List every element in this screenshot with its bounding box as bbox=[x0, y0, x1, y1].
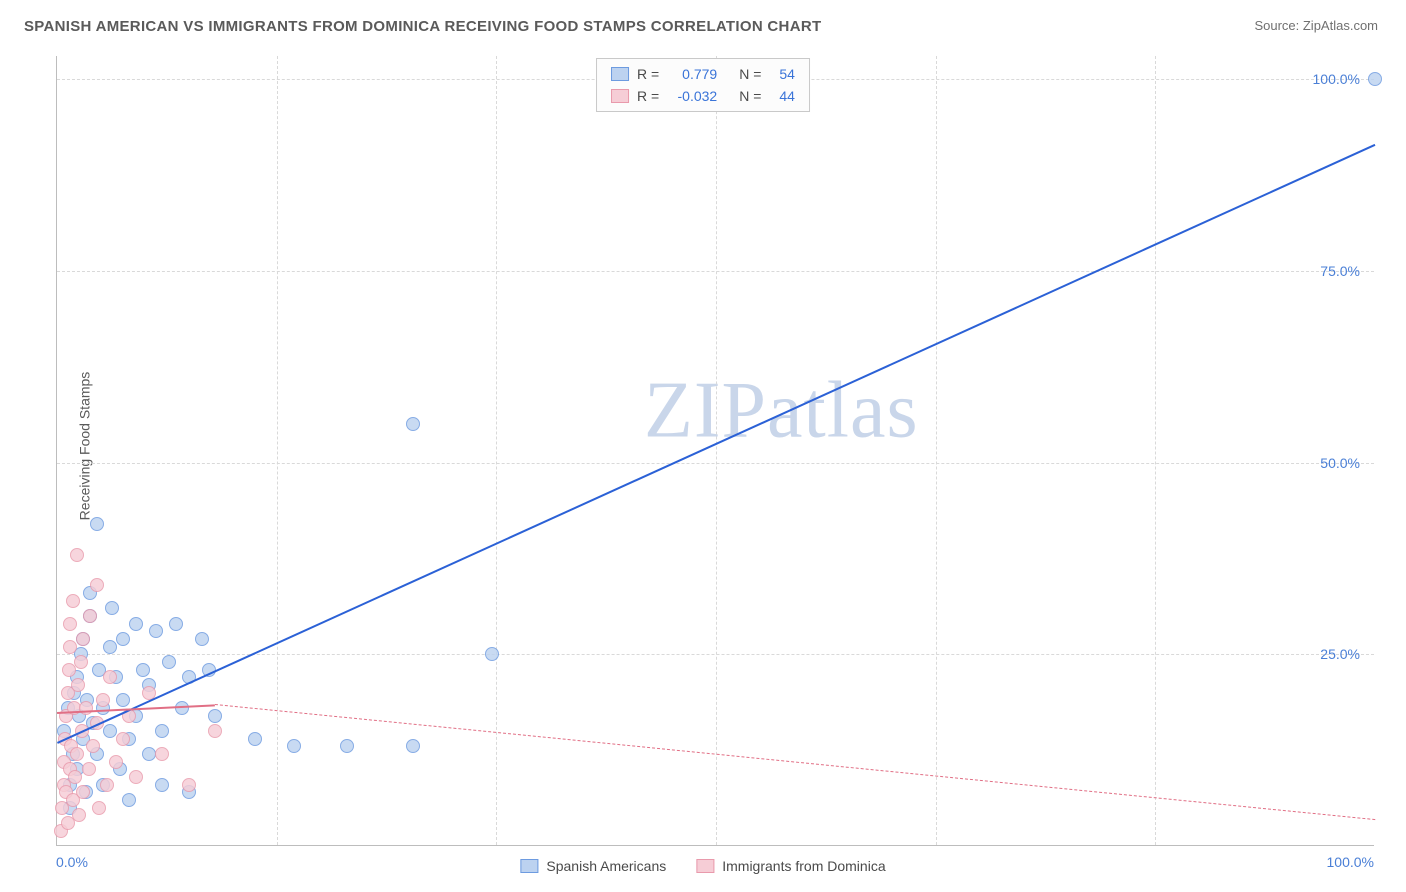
scatter-point bbox=[248, 732, 262, 746]
legend-swatch bbox=[696, 859, 714, 873]
scatter-point bbox=[74, 655, 88, 669]
y-tick-label: 75.0% bbox=[1320, 263, 1360, 279]
legend-swatch bbox=[611, 89, 629, 103]
x-tick-max: 100.0% bbox=[1327, 854, 1374, 870]
scatter-point bbox=[116, 732, 130, 746]
watermark: ZIPatlas bbox=[644, 366, 919, 457]
scatter-point bbox=[116, 632, 130, 646]
n-value: 44 bbox=[779, 85, 795, 107]
scatter-point bbox=[485, 647, 499, 661]
scatter-point bbox=[122, 793, 136, 807]
scatter-point bbox=[162, 655, 176, 669]
scatter-point bbox=[86, 739, 100, 753]
scatter-point bbox=[149, 624, 163, 638]
scatter-point bbox=[406, 739, 420, 753]
plot-area: ZIPatlas 25.0% 50.0% 75.0% 100.0% bbox=[56, 56, 1374, 846]
scatter-point bbox=[129, 770, 143, 784]
legend-stat-row: R = -0.032 N = 44 bbox=[611, 85, 795, 107]
n-value: 54 bbox=[779, 63, 795, 85]
scatter-point bbox=[66, 594, 80, 608]
legend-swatch bbox=[611, 67, 629, 81]
scatter-point bbox=[103, 640, 117, 654]
scatter-point bbox=[90, 578, 104, 592]
source-label: Source: ZipAtlas.com bbox=[1254, 18, 1378, 33]
scatter-point bbox=[76, 632, 90, 646]
scatter-point bbox=[103, 724, 117, 738]
legend-stat-row: R = 0.779 N = 54 bbox=[611, 63, 795, 85]
scatter-point bbox=[195, 632, 209, 646]
scatter-point bbox=[406, 417, 420, 431]
scatter-point bbox=[96, 693, 110, 707]
y-tick-label: 25.0% bbox=[1320, 646, 1360, 662]
scatter-point bbox=[71, 678, 85, 692]
scatter-point bbox=[208, 709, 222, 723]
r-label: R = bbox=[637, 85, 659, 107]
scatter-point bbox=[68, 770, 82, 784]
scatter-point bbox=[70, 747, 84, 761]
scatter-point bbox=[83, 609, 97, 623]
gridline-v bbox=[277, 56, 278, 845]
y-tick-label: 50.0% bbox=[1320, 455, 1360, 471]
scatter-point bbox=[90, 517, 104, 531]
x-tick-min: 0.0% bbox=[56, 854, 88, 870]
scatter-point bbox=[70, 548, 84, 562]
scatter-point bbox=[92, 801, 106, 815]
scatter-point bbox=[182, 778, 196, 792]
gridline-v bbox=[496, 56, 497, 845]
r-value: -0.032 bbox=[667, 85, 717, 107]
gridline-v bbox=[1155, 56, 1156, 845]
r-value: 0.779 bbox=[667, 63, 717, 85]
scatter-point bbox=[72, 808, 86, 822]
n-label: N = bbox=[739, 63, 761, 85]
scatter-point bbox=[287, 739, 301, 753]
scatter-point bbox=[109, 755, 123, 769]
scatter-point bbox=[129, 617, 143, 631]
scatter-point bbox=[169, 617, 183, 631]
scatter-point bbox=[340, 739, 354, 753]
regression-line bbox=[215, 704, 1375, 820]
legend-item: Immigrants from Dominica bbox=[696, 858, 885, 874]
scatter-point bbox=[63, 617, 77, 631]
scatter-point bbox=[142, 747, 156, 761]
scatter-point bbox=[105, 601, 119, 615]
scatter-point bbox=[116, 693, 130, 707]
legend-item: Spanish Americans bbox=[520, 858, 666, 874]
chart-title: SPANISH AMERICAN VS IMMIGRANTS FROM DOMI… bbox=[24, 18, 821, 35]
legend-series: Spanish Americans Immigrants from Dominic… bbox=[520, 858, 885, 874]
scatter-point bbox=[63, 640, 77, 654]
y-tick-label: 100.0% bbox=[1313, 71, 1360, 87]
scatter-point bbox=[155, 747, 169, 761]
legend-label: Immigrants from Dominica bbox=[722, 858, 885, 874]
scatter-point bbox=[100, 778, 114, 792]
gridline-v bbox=[716, 56, 717, 845]
scatter-point bbox=[103, 670, 117, 684]
legend-stats: R = 0.779 N = 54 R = -0.032 N = 44 bbox=[596, 58, 810, 112]
scatter-point bbox=[208, 724, 222, 738]
scatter-point bbox=[82, 762, 96, 776]
legend-swatch bbox=[520, 859, 538, 873]
scatter-point bbox=[1368, 72, 1382, 86]
r-label: R = bbox=[637, 63, 659, 85]
scatter-point bbox=[155, 724, 169, 738]
gridline-v bbox=[936, 56, 937, 845]
n-label: N = bbox=[739, 85, 761, 107]
scatter-point bbox=[136, 663, 150, 677]
legend-label: Spanish Americans bbox=[546, 858, 666, 874]
scatter-point bbox=[76, 785, 90, 799]
scatter-point bbox=[155, 778, 169, 792]
